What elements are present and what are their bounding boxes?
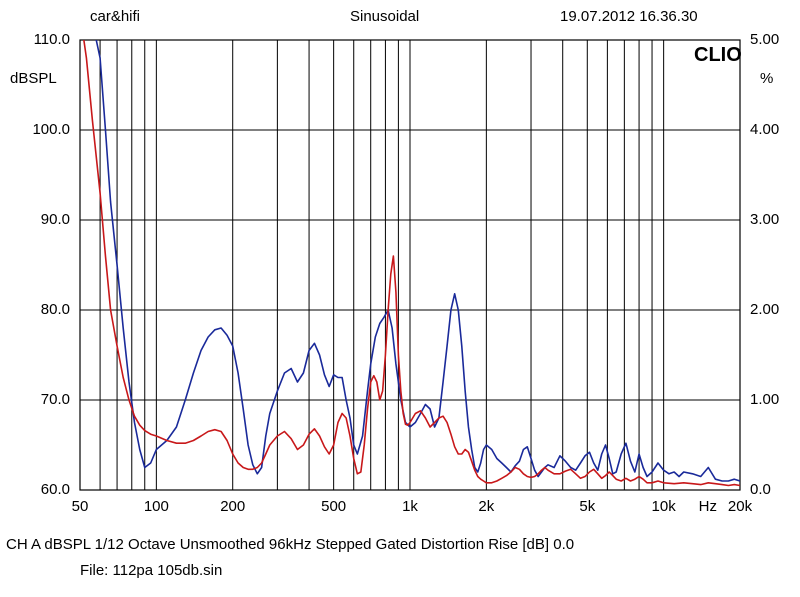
y-left-tick: 60.0 [15,481,70,498]
y-left-tick: 100.0 [15,121,70,138]
x-tick: 200 [220,498,245,515]
footer-line2: File: 112pa 105db.sin [80,562,222,579]
y-left-tick: 110.0 [15,31,70,48]
y-right-tick: 2.00 [750,301,779,318]
y-right-tick: 4.00 [750,121,779,138]
clio-watermark: CLIO [694,44,742,67]
y-right-tick: 5.00 [750,31,779,48]
x-tick: 500 [321,498,346,515]
chart-svg [0,0,800,597]
y-left-tick: 80.0 [15,301,70,318]
y-left-tick: 90.0 [15,211,70,228]
x-tick: 100 [144,498,169,515]
x-tick: 50 [72,498,89,515]
y-right-unit: % [760,70,773,87]
y-left-unit: dBSPL [10,70,57,87]
footer-text1: CH A dBSPL 1/12 Octave Unsmoothed 96kHz … [6,536,574,553]
x-tick: 20k [728,498,752,515]
x-unit-label: Hz [699,498,717,515]
x-tick: 10k [652,498,676,515]
y-left-tick: 70.0 [15,391,70,408]
x-tick: 1k [402,498,418,515]
y-right-tick: 3.00 [750,211,779,228]
y-right-tick: 0.0 [750,481,771,498]
x-tick: 2k [478,498,494,515]
x-tick: 5k [579,498,595,515]
y-right-tick: 1.00 [750,391,779,408]
